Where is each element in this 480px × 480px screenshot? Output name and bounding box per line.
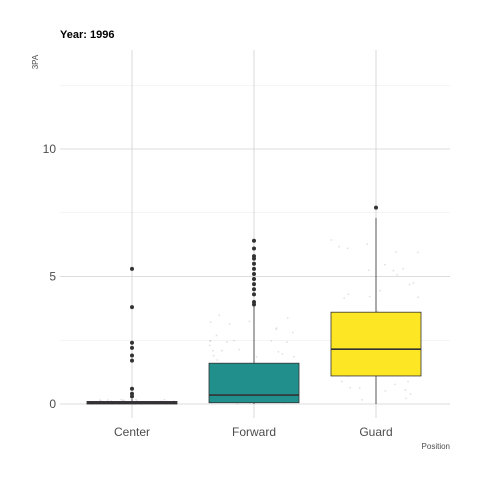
jitter-point — [275, 328, 278, 331]
jitter-point — [270, 339, 273, 342]
box-center — [86, 266, 178, 405]
jitter-point — [209, 340, 212, 342]
jitter-point — [417, 296, 419, 299]
jitter-point — [99, 399, 102, 402]
jitter-point — [291, 331, 294, 334]
x-tick-labels: Center Forward Guard — [114, 425, 393, 439]
jitter-point — [330, 239, 333, 241]
outlier-point — [252, 302, 256, 307]
outlier-point — [252, 256, 256, 261]
jitter-point — [340, 380, 343, 383]
x-tick-label: Guard — [359, 425, 392, 439]
jitter-point — [367, 269, 370, 272]
y-axis-label: 3PA — [31, 54, 40, 69]
jitter-point — [379, 289, 381, 292]
jitter-point — [402, 267, 405, 270]
jitter-point — [392, 269, 395, 272]
jitter-point — [120, 398, 123, 401]
jitter-point — [368, 295, 371, 298]
jitter-point — [286, 341, 288, 344]
jitter-point — [407, 380, 409, 383]
box-iqr — [208, 362, 300, 404]
outlier-point — [374, 205, 378, 210]
jitter-point — [394, 383, 396, 386]
outlier-point — [252, 282, 256, 287]
jitter-point — [376, 310, 379, 313]
jitter-point — [228, 323, 231, 325]
x-tick-label: Forward — [232, 425, 276, 439]
jitter-point — [255, 355, 258, 358]
jitter-point — [347, 293, 350, 296]
jitter-point — [163, 398, 166, 401]
outlier-point — [252, 261, 256, 266]
jitter-point — [238, 348, 240, 351]
jitter-point — [361, 398, 363, 401]
jitter-point — [216, 359, 219, 361]
outlier-point — [252, 271, 256, 276]
jitter-point — [405, 397, 407, 400]
jitter-point — [232, 339, 235, 342]
outlier-point — [252, 238, 256, 243]
jitter-point — [409, 393, 412, 395]
jitter-point — [408, 283, 411, 286]
outlier-point — [252, 246, 256, 251]
jitter-point — [209, 339, 212, 342]
outlier-point — [130, 266, 134, 271]
jitter-point — [404, 389, 407, 392]
jitter-point — [135, 398, 137, 401]
jitter-point — [412, 282, 415, 284]
jitter-point — [277, 350, 280, 353]
jitter-point — [248, 320, 251, 323]
outlier-point — [252, 287, 256, 292]
jitter-point — [338, 245, 340, 248]
outlier-point — [252, 277, 256, 282]
outlier-point — [130, 358, 134, 363]
jitter-point — [286, 317, 289, 319]
jitter-point — [218, 314, 221, 317]
jitter-point — [236, 402, 239, 405]
chart-title: Year: 1996 — [60, 29, 114, 41]
box-iqr — [330, 311, 422, 377]
y-tick-label: 5 — [49, 270, 56, 284]
jitter-point — [358, 387, 361, 389]
jitter-point — [417, 251, 419, 254]
jitter-point — [384, 263, 386, 266]
outlier-point — [130, 353, 134, 358]
jitter-point — [292, 355, 295, 358]
jitter-point — [209, 321, 212, 324]
jitter-point — [208, 344, 211, 347]
jitter-point — [226, 341, 229, 343]
jitter-point — [343, 297, 346, 299]
outlier-point — [130, 386, 134, 391]
box-forward — [208, 238, 300, 404]
box-guard — [330, 205, 422, 404]
outlier-point — [130, 305, 134, 310]
jitter-point — [106, 399, 109, 401]
jitter-point — [346, 247, 349, 250]
jitter-point — [221, 349, 223, 352]
jitter-point — [394, 251, 397, 254]
jitter-point — [384, 389, 387, 392]
jitter-point — [211, 349, 214, 352]
outlier-point — [252, 266, 256, 271]
jitter-point — [215, 334, 218, 337]
jitter-point — [275, 327, 278, 329]
boxes — [86, 205, 422, 405]
jitter-point — [281, 353, 284, 355]
jitter-point — [123, 399, 125, 402]
y-tick-label: 10 — [43, 142, 57, 156]
jitter-point — [212, 354, 215, 357]
outlier-point — [130, 394, 134, 399]
jitter-point — [349, 386, 352, 389]
y-tick-label: 0 — [49, 397, 56, 411]
outlier-point — [252, 292, 256, 297]
jitter-point — [366, 243, 369, 246]
x-axis-label: Position — [422, 442, 450, 451]
outlier-point — [130, 340, 134, 345]
outlier-point — [130, 345, 134, 350]
y-tick-labels: 0 5 10 — [43, 142, 57, 411]
x-tick-label: Center — [114, 425, 150, 439]
jitter-point — [396, 273, 399, 276]
